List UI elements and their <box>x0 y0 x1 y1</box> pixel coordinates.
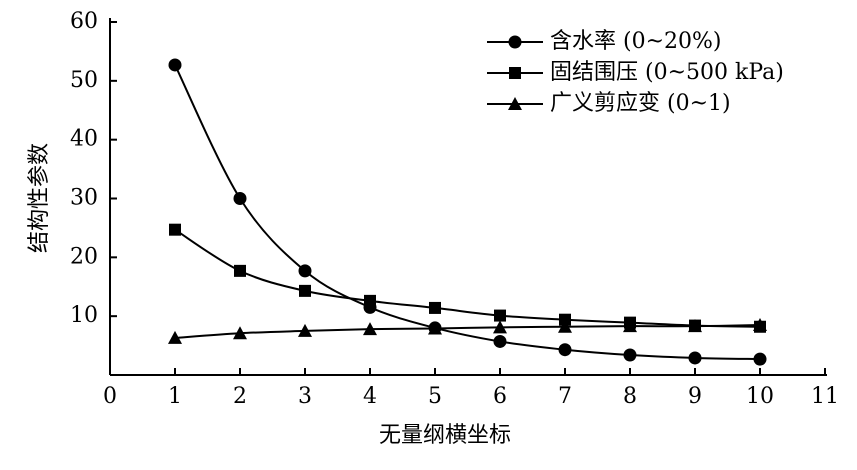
marker <box>298 323 312 337</box>
y-tick-label: 60 <box>70 9 98 34</box>
marker <box>688 319 702 333</box>
marker <box>623 319 637 333</box>
marker <box>494 309 506 322</box>
series-line <box>174 323 761 339</box>
x-tick-label: 0 <box>103 384 117 409</box>
legend-label: 含水率 (0~20%) <box>550 29 722 54</box>
marker <box>364 294 376 307</box>
marker <box>299 284 311 297</box>
marker <box>298 264 312 278</box>
marker <box>168 330 182 344</box>
x-tick-label: 1 <box>168 384 182 409</box>
x-axis-label: 无量纲横坐标 <box>379 423 511 448</box>
x-tick-label: 5 <box>428 384 442 409</box>
x-tick-label: 6 <box>493 384 507 409</box>
x-tick-label: 9 <box>688 384 702 409</box>
marker <box>429 301 441 314</box>
marker <box>168 58 182 72</box>
y-tick-label: 10 <box>70 303 98 328</box>
marker <box>753 352 767 366</box>
marker <box>558 343 572 357</box>
x-tick-label: 4 <box>363 384 377 409</box>
marker <box>234 264 246 277</box>
marker <box>509 67 521 79</box>
legend-label: 固结围压 (0~500 kPa) <box>550 60 784 85</box>
y-tick-label: 20 <box>70 244 98 269</box>
marker <box>169 223 181 236</box>
x-tick-label: 2 <box>233 384 247 409</box>
marker <box>363 322 377 336</box>
marker <box>558 319 572 333</box>
series-line <box>174 64 761 361</box>
marker <box>688 351 702 365</box>
marker <box>623 348 637 362</box>
y-tick-label: 30 <box>70 186 98 211</box>
y-axis-label: 结构性参数 <box>27 143 52 253</box>
y-tick-label: 40 <box>70 127 98 152</box>
x-tick-label: 7 <box>558 384 572 409</box>
x-tick-label: 11 <box>811 384 839 409</box>
marker <box>428 321 442 335</box>
marker <box>493 334 507 348</box>
x-tick-label: 10 <box>746 384 774 409</box>
marker <box>753 317 767 331</box>
marker <box>508 35 522 49</box>
series-line <box>174 228 761 328</box>
legend-label: 广义剪应变 (0~1) <box>550 91 731 116</box>
marker <box>508 97 522 110</box>
x-tick-label: 3 <box>298 384 312 409</box>
marker <box>233 192 247 205</box>
y-tick-label: 50 <box>70 68 98 93</box>
x-tick-label: 8 <box>623 384 637 409</box>
marker <box>559 313 571 326</box>
marker <box>493 320 507 334</box>
marker <box>233 326 247 340</box>
